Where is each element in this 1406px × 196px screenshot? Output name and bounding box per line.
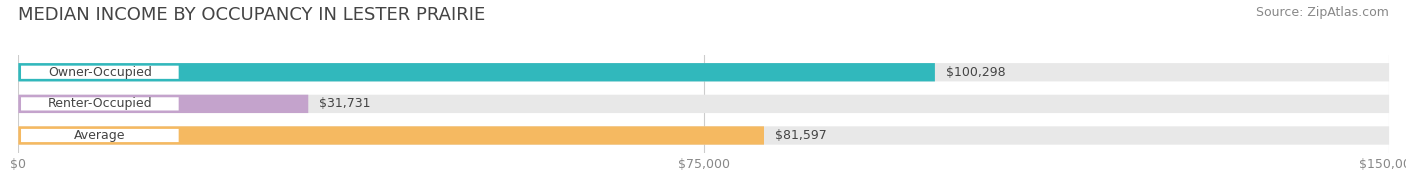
Text: Renter-Occupied: Renter-Occupied [48,97,152,110]
FancyBboxPatch shape [21,97,179,111]
Text: Owner-Occupied: Owner-Occupied [48,66,152,79]
Text: $100,298: $100,298 [946,66,1005,79]
FancyBboxPatch shape [18,126,1389,145]
Text: $31,731: $31,731 [319,97,371,110]
FancyBboxPatch shape [21,66,179,79]
Text: $81,597: $81,597 [775,129,827,142]
FancyBboxPatch shape [21,129,179,142]
Text: Average: Average [75,129,125,142]
FancyBboxPatch shape [18,63,1389,81]
Text: MEDIAN INCOME BY OCCUPANCY IN LESTER PRAIRIE: MEDIAN INCOME BY OCCUPANCY IN LESTER PRA… [18,6,485,24]
FancyBboxPatch shape [18,126,763,145]
Text: Source: ZipAtlas.com: Source: ZipAtlas.com [1256,6,1389,19]
FancyBboxPatch shape [18,95,308,113]
FancyBboxPatch shape [18,95,1389,113]
FancyBboxPatch shape [18,63,935,81]
